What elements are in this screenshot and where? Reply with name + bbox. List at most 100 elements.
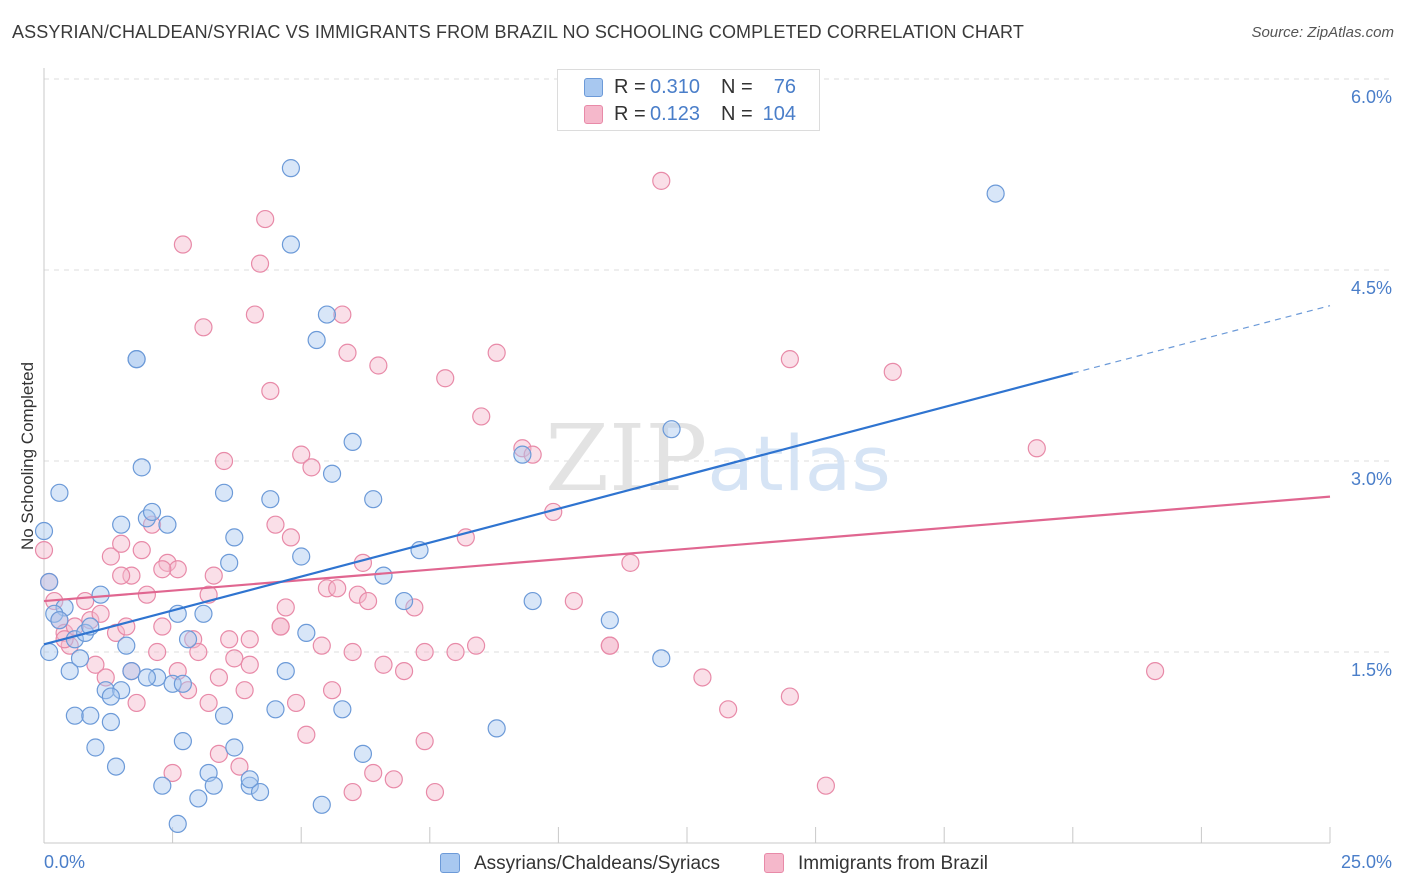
blue-point <box>153 776 172 795</box>
blue-point <box>220 553 239 572</box>
pink-trend-line <box>43 495 1331 603</box>
blue-point <box>353 744 373 763</box>
legend-blue-label: Assyrians/Chaldeans/Syriacs <box>474 853 721 874</box>
pink-point <box>225 649 244 668</box>
pink-point <box>214 451 234 471</box>
pink-point <box>600 636 619 655</box>
pink-point <box>127 693 146 713</box>
pink-point <box>693 668 712 687</box>
pink-r-value: 0.123 <box>650 103 701 125</box>
n-label: N = <box>721 76 753 98</box>
y-axis-label: No Schooling Completed <box>18 361 37 551</box>
blue-point <box>70 649 90 668</box>
pink-point <box>466 636 486 655</box>
pink-point <box>86 655 105 674</box>
blue-point <box>600 611 619 630</box>
blue-trend-line <box>43 372 1074 646</box>
y-tick-label-4-5: 4.5% <box>1350 278 1392 298</box>
blue-point <box>986 184 1005 203</box>
pink-point <box>209 668 228 687</box>
blue-point <box>86 738 105 757</box>
blue-point <box>112 681 131 700</box>
blue-point <box>281 159 301 178</box>
y-tick-label-1-5: 1.5% <box>1350 660 1392 680</box>
legend-blue-swatch <box>440 853 460 873</box>
pink-point <box>240 630 259 649</box>
pink-point <box>281 528 301 547</box>
pink-point <box>317 579 337 598</box>
source-label: Source: ZipAtlas.com <box>1251 24 1394 41</box>
pink-point <box>65 617 84 636</box>
blue-point <box>101 687 120 706</box>
blue-point <box>394 591 414 611</box>
blue-point <box>364 490 383 509</box>
r-label: R = <box>614 103 646 125</box>
blue-r-value: 0.310 <box>650 76 701 98</box>
blue-point <box>40 572 59 592</box>
blue-point <box>307 330 326 350</box>
blue-point <box>333 700 352 719</box>
blue-point <box>101 712 120 732</box>
pink-point <box>394 661 414 681</box>
blue-point <box>214 706 234 725</box>
pink-point <box>384 770 403 789</box>
pink-point <box>302 458 321 477</box>
pink-point <box>153 560 172 579</box>
blue-point <box>65 706 84 725</box>
pink-point <box>348 585 367 604</box>
watermark: ZIPatlas <box>545 405 891 512</box>
pink-point <box>780 350 799 369</box>
pink-point <box>513 439 532 458</box>
pink-point <box>96 668 115 687</box>
pink-point <box>816 776 835 795</box>
blue-point <box>178 630 198 649</box>
blue-point <box>240 770 259 789</box>
y-tick-label-6: 6.0% <box>1350 87 1392 107</box>
blue-point <box>487 719 506 738</box>
pink-point <box>266 515 285 534</box>
pink-point <box>328 579 347 598</box>
blue-trend-extension <box>1072 305 1331 374</box>
pink-point <box>312 636 331 655</box>
correlation-stats-box: R = 0.310 N = 76 R = 0.123 N = 104 <box>557 69 820 131</box>
pink-point <box>271 617 290 636</box>
pink-point <box>132 541 151 560</box>
pink-point <box>194 318 213 337</box>
blue-swatch <box>584 78 603 97</box>
pink-point <box>163 763 182 783</box>
blue-point <box>266 700 285 719</box>
legend-pink-swatch <box>764 853 784 873</box>
pink-swatch <box>584 105 603 124</box>
blue-point <box>225 738 244 757</box>
blue-point <box>225 528 244 547</box>
n-label: N = <box>721 103 753 125</box>
trend-lines <box>43 305 1331 646</box>
blue-point <box>137 668 156 687</box>
pink-n-value: 104 <box>762 103 796 125</box>
pink-point <box>199 693 218 713</box>
blue-point <box>297 623 316 643</box>
pink-point <box>472 407 491 426</box>
pink-point <box>415 642 434 662</box>
pink-point <box>523 445 542 464</box>
pink-point <box>276 598 295 617</box>
grid-lines <box>44 78 1392 653</box>
blue-point <box>652 649 671 668</box>
pink-point <box>364 763 383 783</box>
pink-point <box>112 534 131 553</box>
pink-point <box>256 209 275 229</box>
blue-point <box>312 795 331 814</box>
x-tick-label-min: 0.0% <box>44 852 86 872</box>
pink-point <box>719 700 738 719</box>
pink-point <box>168 560 187 579</box>
blue-point <box>106 757 126 776</box>
blue-point <box>240 776 259 795</box>
blue-point <box>122 661 141 681</box>
pink-point <box>189 642 208 662</box>
pink-point <box>343 782 362 802</box>
blue-point <box>513 445 532 464</box>
blue-point <box>194 604 213 623</box>
blue-point <box>374 566 393 585</box>
axes <box>43 68 1331 844</box>
